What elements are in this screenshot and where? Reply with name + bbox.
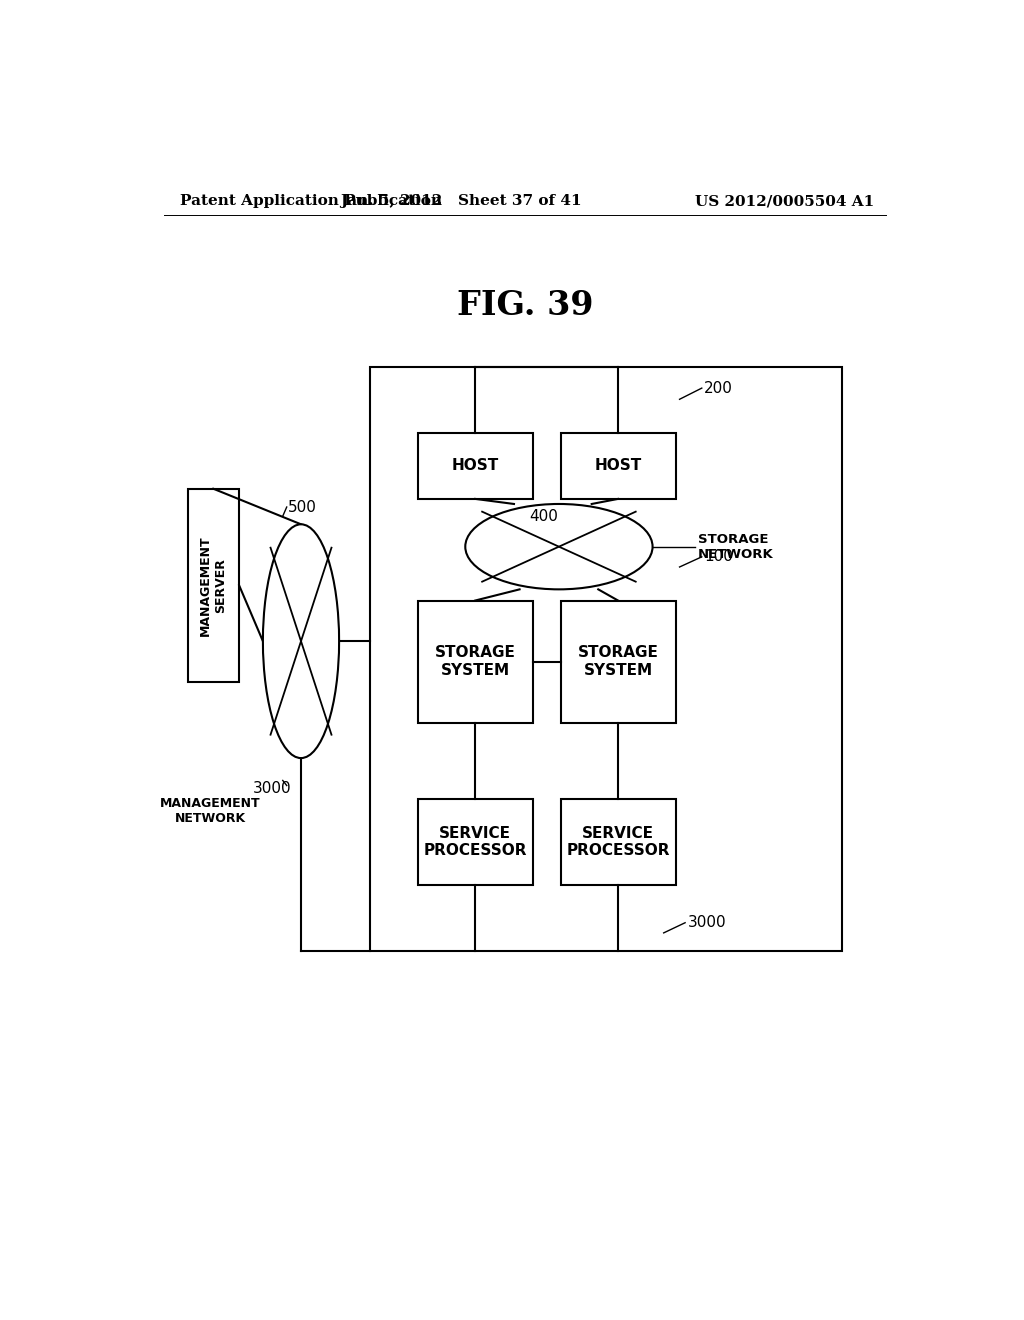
- Text: SERVICE
PROCESSOR: SERVICE PROCESSOR: [424, 826, 527, 858]
- Text: 500: 500: [289, 499, 317, 515]
- FancyBboxPatch shape: [560, 601, 676, 722]
- Text: FIG. 39: FIG. 39: [457, 289, 593, 322]
- FancyBboxPatch shape: [418, 799, 532, 886]
- FancyBboxPatch shape: [418, 433, 532, 499]
- Text: 3000: 3000: [253, 781, 291, 796]
- Text: STORAGE
SYSTEM: STORAGE SYSTEM: [435, 645, 516, 677]
- FancyBboxPatch shape: [370, 367, 842, 952]
- FancyBboxPatch shape: [560, 799, 676, 886]
- Text: STORAGE
SYSTEM: STORAGE SYSTEM: [578, 645, 658, 677]
- Ellipse shape: [263, 524, 339, 758]
- Text: HOST: HOST: [452, 458, 499, 474]
- FancyBboxPatch shape: [418, 601, 532, 722]
- FancyBboxPatch shape: [187, 488, 240, 682]
- Text: US 2012/0005504 A1: US 2012/0005504 A1: [694, 194, 873, 209]
- Text: HOST: HOST: [594, 458, 642, 474]
- Text: Patent Application Publication: Patent Application Publication: [179, 194, 441, 209]
- Text: 400: 400: [529, 508, 558, 524]
- Text: MANAGEMENT
SERVER: MANAGEMENT SERVER: [200, 535, 227, 636]
- FancyBboxPatch shape: [560, 433, 676, 499]
- Ellipse shape: [465, 504, 652, 589]
- Text: STORAGE
NETWORK: STORAGE NETWORK: [697, 533, 773, 561]
- Text: Jan. 5, 2012   Sheet 37 of 41: Jan. 5, 2012 Sheet 37 of 41: [341, 194, 582, 209]
- Text: 200: 200: [705, 380, 733, 396]
- Text: 100: 100: [705, 549, 733, 565]
- Text: 3000: 3000: [687, 915, 726, 931]
- Text: MANAGEMENT
NETWORK: MANAGEMENT NETWORK: [160, 797, 260, 825]
- Text: SERVICE
PROCESSOR: SERVICE PROCESSOR: [566, 826, 670, 858]
